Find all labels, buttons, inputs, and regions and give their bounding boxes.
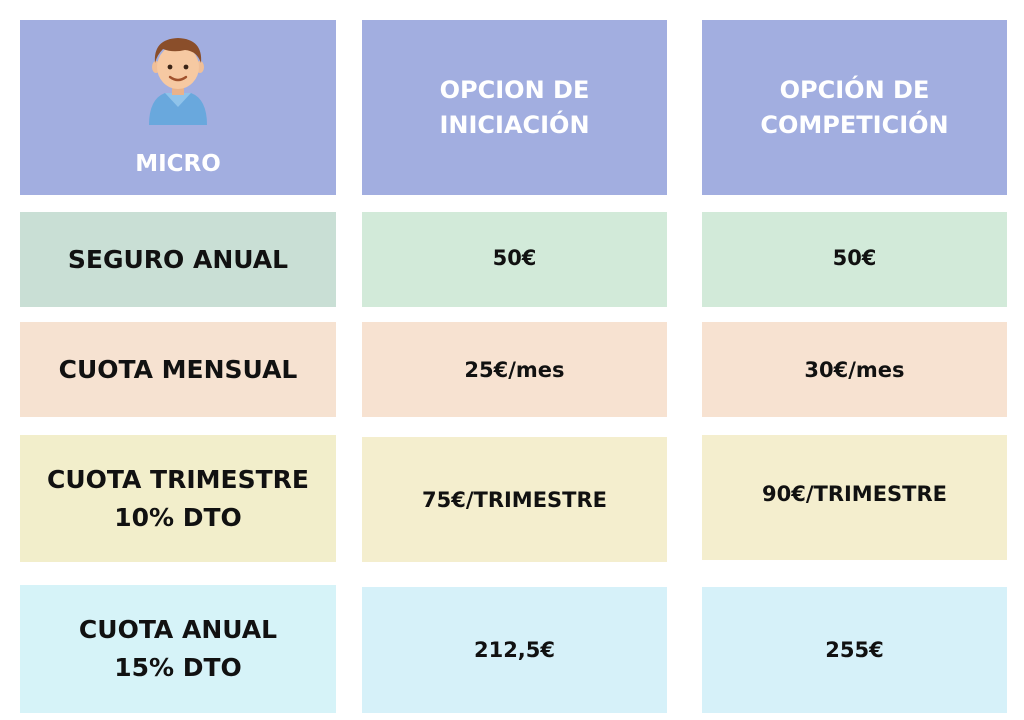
header-iniciacion-line2: INICIACIÓN xyxy=(439,110,590,139)
row-label-seguro-anual: SEGURO ANUAL xyxy=(20,212,336,307)
value-anual-competicion: 255€ xyxy=(702,587,1007,713)
header-cell-micro: MICRO xyxy=(20,20,336,195)
header-cell-iniciacion: OPCION DE INICIACIÓN xyxy=(362,20,667,195)
category-label: MICRO xyxy=(135,151,221,177)
value-anual-iniciacion: 212,5€ xyxy=(362,587,667,713)
header-cell-competicion: OPCIÓN DE COMPETICIÓN xyxy=(702,20,1007,195)
value-trimestre-iniciacion: 75€/TRIMESTRE xyxy=(362,437,667,562)
value-seguro-competicion: 50€ xyxy=(702,212,1007,307)
row-label-cuota-trimestre: CUOTA TRIMESTRE 10% DTO xyxy=(20,435,336,562)
header-iniciacion-line1: OPCION DE xyxy=(439,75,590,104)
header-competicion-line2: COMPETICIÓN xyxy=(760,110,949,139)
value-mensual-iniciacion: 25€/mes xyxy=(362,322,667,417)
row-label-cuota-anual: CUOTA ANUAL 15% DTO xyxy=(20,585,336,713)
value-seguro-iniciacion: 50€ xyxy=(362,212,667,307)
value-trimestre-competicion: 90€/TRIMESTRE xyxy=(702,435,1007,560)
row-label-cuota-mensual: CUOTA MENSUAL xyxy=(20,322,336,417)
header-competicion-line1: OPCIÓN DE xyxy=(779,75,930,104)
value-mensual-competicion: 30€/mes xyxy=(702,322,1007,417)
child-avatar-icon xyxy=(149,38,207,125)
